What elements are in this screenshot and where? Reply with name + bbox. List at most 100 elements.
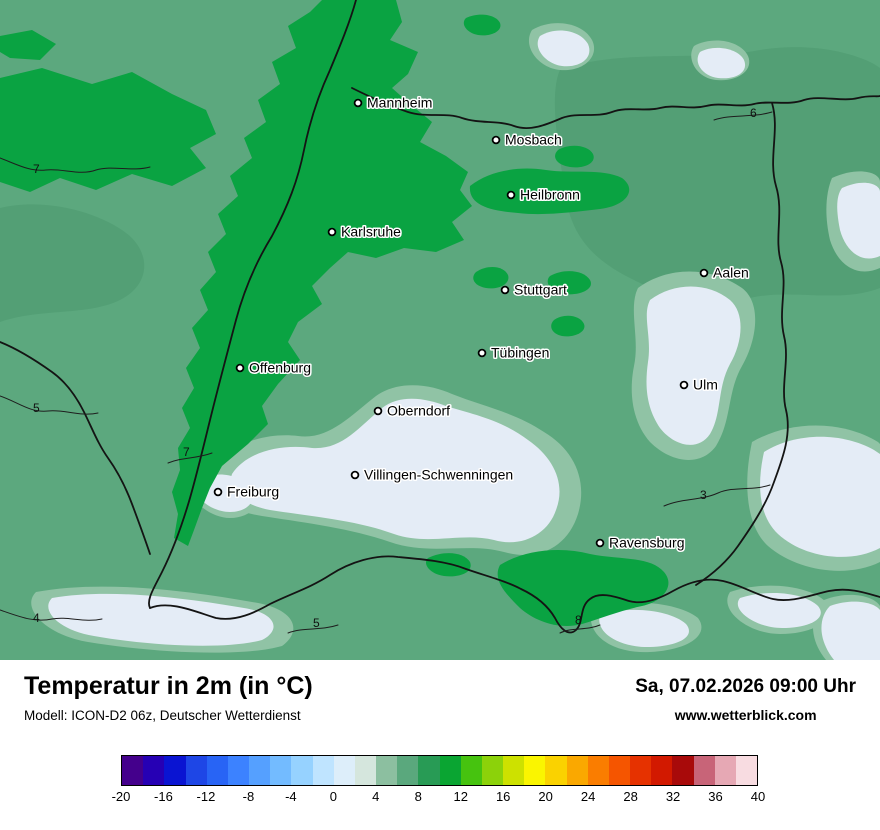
- city-marker: Stuttgart: [500, 280, 569, 299]
- city-label: Mannheim: [367, 95, 432, 111]
- city-dot-icon: [679, 380, 689, 390]
- legend-tick-label: -20: [111, 789, 131, 804]
- legend-color-segment: [545, 756, 567, 785]
- legend-color-segment: [672, 756, 694, 785]
- city-marker: Mosbach: [491, 130, 563, 149]
- city-label: Heilbronn: [520, 187, 580, 203]
- contour-value-label: 7: [33, 162, 40, 176]
- legend-color-segment: [376, 756, 398, 785]
- legend-color-segment: [164, 756, 186, 785]
- legend-tick-label: 32: [665, 789, 681, 804]
- legend-tick-labels: -20 -16 -12 -8 -4 0 4 8 12 16 20 24 28 32 36 40: [112, 789, 766, 809]
- contour-labels-layer: 7 5 7 6 3 4 5 8: [33, 106, 757, 630]
- legend-color-segment: [270, 756, 292, 785]
- temperature-legend: -20 -16 -12 -8 -4 0 4 8 12 16 20 24 28 32 36 40: [112, 755, 766, 809]
- legend-tick-label: 8: [414, 789, 422, 804]
- legend-color-segment: [651, 756, 673, 785]
- city-dot-icon: [373, 406, 383, 416]
- legend-color-segment: [503, 756, 525, 785]
- city-dot-icon: [500, 285, 510, 295]
- contour-value-label: 8: [575, 613, 582, 627]
- legend-color-segment: [735, 756, 758, 785]
- page-title: Temperatur in 2m (in °C): [24, 672, 313, 700]
- legend-color-segment: [714, 756, 736, 785]
- temperature-map: 7 5 7 6 3 4 5 8 Mannheim Mosbach Heilbronn Karlsru…: [0, 0, 880, 660]
- city-dot-icon: [350, 470, 360, 480]
- city-marker: Oberndorf: [373, 401, 452, 420]
- legend-color-segment: [206, 756, 228, 785]
- legend-tick-label: 20: [538, 789, 553, 804]
- legend-color-segment: [481, 756, 504, 785]
- city-dot-icon: [491, 135, 501, 145]
- city-label: Ravensburg: [609, 535, 685, 551]
- legend-color-segment: [333, 756, 355, 785]
- contour-value-label: 5: [33, 401, 40, 415]
- footer-left-column: Temperatur in 2m (in °C) Modell: ICON-D2…: [24, 672, 313, 723]
- footer-right-column: Sa, 07.02.2026 09:00 Uhr www.wetterblick…: [635, 672, 856, 723]
- legend-tick-label: -12: [196, 789, 216, 804]
- legend-color-segment: [630, 756, 652, 785]
- legend-tick-label: -4: [285, 789, 297, 804]
- city-dot-icon: [506, 190, 516, 200]
- city-dot-icon: [595, 538, 605, 548]
- map-footer: Temperatur in 2m (in °C) Modell: ICON-D2…: [0, 660, 880, 830]
- legend-color-segment: [439, 756, 461, 785]
- legend-color-segment: [418, 756, 440, 785]
- city-label: Freiburg: [227, 484, 279, 500]
- city-label: Stuttgart: [514, 282, 567, 298]
- legend-tick-label: 28: [623, 789, 638, 804]
- legend-tick-label: -8: [242, 789, 255, 804]
- city-marker: Villingen-Schwenningen: [350, 465, 515, 484]
- legend-color-segment: [312, 756, 334, 785]
- forecast-datetime: Sa, 07.02.2026 09:00 Uhr: [635, 676, 856, 697]
- legend-color-segment: [524, 756, 546, 785]
- cities-layer: Mannheim Mosbach Heilbronn Karlsruhe Stuttga…: [213, 93, 750, 552]
- city-marker: Offenburg: [235, 358, 313, 377]
- legend-color-segment: [587, 756, 609, 785]
- contour-value-label: 3: [700, 488, 707, 502]
- map-shade-regions: [0, 47, 880, 322]
- model-info: Modell: ICON-D2 06z, Deutscher Wetterdie…: [24, 708, 301, 723]
- city-marker: Tübingen: [477, 343, 551, 362]
- city-marker: Ravensburg: [595, 533, 686, 552]
- legend-tick-label: 36: [708, 789, 723, 804]
- map-warm-regions: [0, 0, 669, 627]
- legend-color-segment: [354, 756, 377, 785]
- city-label: Ulm: [693, 377, 718, 393]
- city-label: Oberndorf: [387, 403, 450, 419]
- legend-color-segment: [291, 756, 313, 785]
- legend-color-segment: [227, 756, 250, 785]
- city-label: Mosbach: [505, 132, 562, 148]
- city-dot-icon: [213, 487, 223, 497]
- contour-value-label: 4: [33, 611, 40, 625]
- legend-color-segment: [608, 756, 631, 785]
- legend-tick-label: -16: [154, 789, 173, 804]
- contour-value-label: 7: [183, 445, 190, 459]
- city-label: Tübingen: [491, 345, 549, 361]
- legend-color-segment: [249, 756, 271, 785]
- legend-tick-label: 4: [372, 789, 380, 804]
- city-marker: Karlsruhe: [327, 222, 403, 241]
- legend-color-segment: [122, 756, 144, 785]
- city-marker: Heilbronn: [506, 185, 581, 204]
- contour-value-label: 5: [313, 616, 320, 630]
- legend-color-segment: [566, 756, 588, 785]
- city-dot-icon: [235, 363, 245, 373]
- city-label: Offenburg: [249, 360, 311, 376]
- legend-color-bar: [121, 755, 758, 786]
- legend-tick-label: 16: [495, 789, 511, 804]
- contour-value-label: 6: [750, 106, 757, 120]
- city-dot-icon: [353, 98, 363, 108]
- legend-color-segment: [397, 756, 419, 785]
- city-marker: Mannheim: [353, 93, 434, 112]
- legend-color-segment: [693, 756, 715, 785]
- city-label: Karlsruhe: [341, 224, 401, 240]
- city-marker: Ulm: [679, 375, 719, 394]
- city-dot-icon: [327, 227, 337, 237]
- city-marker: Aalen: [699, 263, 750, 282]
- city-label: Aalen: [713, 265, 749, 281]
- legend-tick-label: 12: [453, 789, 468, 804]
- legend-color-segment: [185, 756, 207, 785]
- legend-tick-label: 24: [580, 789, 596, 804]
